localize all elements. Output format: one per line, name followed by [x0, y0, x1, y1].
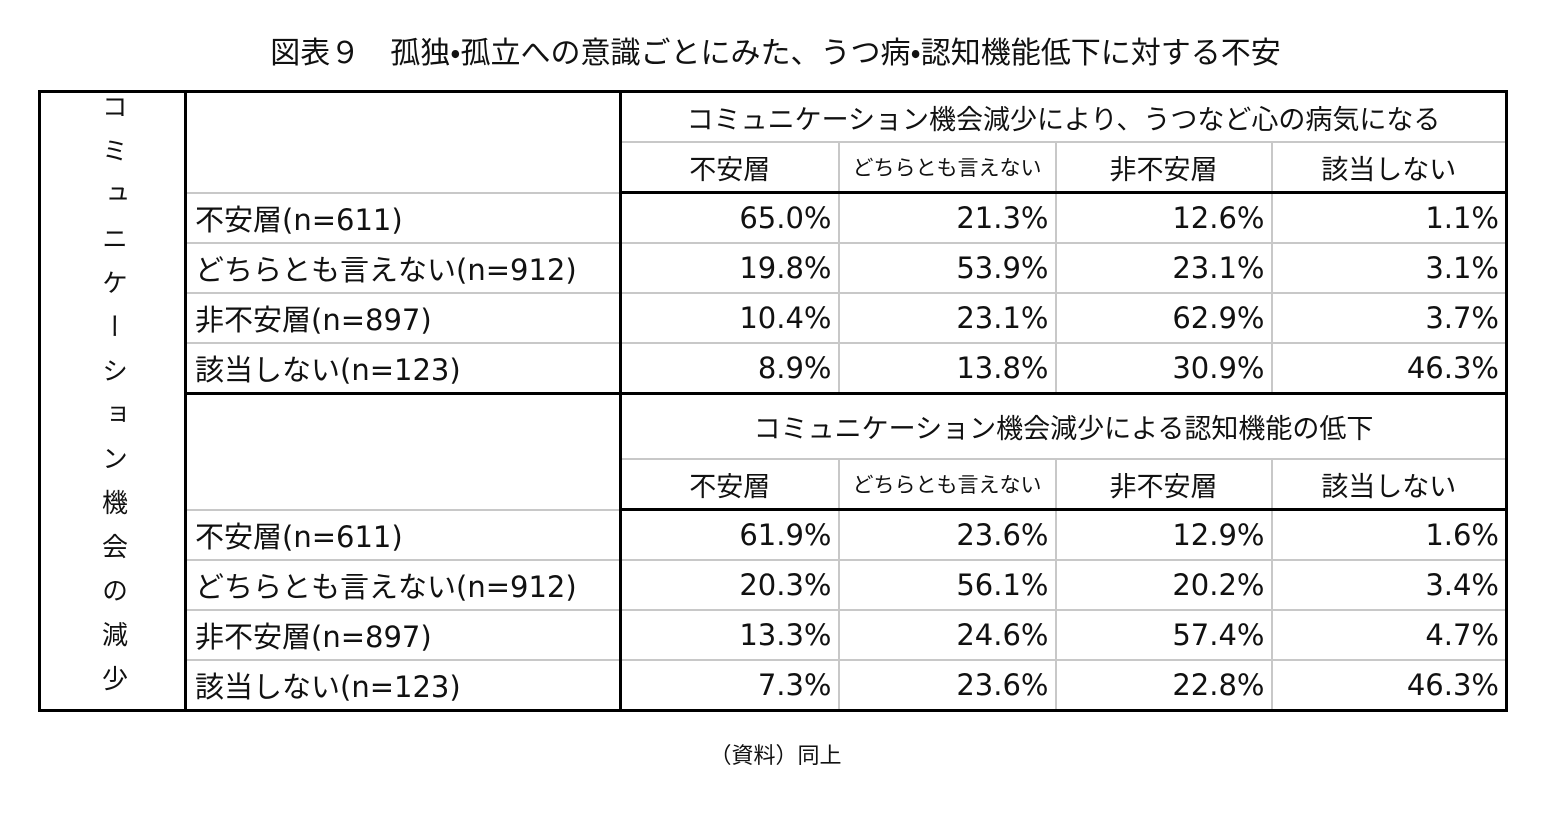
column-header: 該当しない [1270, 458, 1508, 511]
cell-value: 12.6% [1054, 191, 1273, 244]
block-heading: コミュニケーション機会減少による認知機能の低下 [619, 392, 1508, 460]
row-label: 該当しない(n=123) [184, 659, 622, 712]
row-label: どちらとも言えない(n=912) [184, 559, 622, 611]
cell-value: 1.6% [1270, 508, 1508, 561]
heading-row: コミュニケーション機会減少による認知機能の低下 [40, 392, 1508, 511]
column-header: どちらとも言えない [837, 141, 1057, 194]
cell-value: 23.1% [1054, 242, 1273, 294]
row-label: 不安層(n=611) [184, 191, 622, 244]
source-note: （資料）同上 [709, 744, 842, 769]
row-label: 該当しない(n=123) [184, 342, 622, 395]
data-row: 非不安層(n=897) 13.3% 24.6% 57.4% 4.7% [40, 609, 1508, 661]
cell-value: 21.3% [837, 191, 1057, 244]
cell-value: 23.6% [837, 659, 1057, 712]
column-header: 非不安層 [1054, 141, 1273, 194]
row-label: 非不安層(n=897) [184, 609, 622, 661]
cell-value: 3.4% [1270, 559, 1508, 611]
row-label: どちらとも言えない(n=912) [184, 242, 622, 294]
data-row: どちらとも言えない(n=912) 19.8% 53.9% 23.1% 3.1% [40, 242, 1508, 294]
cell-value: 23.1% [837, 292, 1057, 344]
cell-value: 12.9% [1054, 508, 1273, 561]
cell-value: 7.3% [619, 659, 840, 712]
cell-value: 53.9% [837, 242, 1057, 294]
cell-value: 8.9% [619, 342, 840, 395]
column-header: 非不安層 [1054, 458, 1273, 511]
cell-value: 30.9% [1054, 342, 1273, 395]
column-header: 該当しない [1270, 141, 1508, 194]
row-label: 不安層(n=611) [184, 508, 622, 561]
cell-value: 3.1% [1270, 242, 1508, 294]
empty-cell [184, 392, 622, 511]
cell-value: 56.1% [837, 559, 1057, 611]
cell-value: 10.4% [619, 292, 840, 344]
heading-row: コミュニケーション機会の減少による孤独・孤立への不安 コミュニケーション機会減少に… [38, 90, 1508, 712]
cell-value: 46.3% [1270, 342, 1508, 395]
cell-value: 20.2% [1054, 559, 1273, 611]
column-header-row: 不安層 どちらとも言えない 非不安層 該当しない [40, 458, 1508, 511]
cell-value: 24.6% [837, 609, 1057, 661]
data-row: どちらとも言えない(n=912) 20.3% 56.1% 20.2% 3.4% [40, 559, 1508, 611]
cell-value: 4.7% [1270, 609, 1508, 661]
cell-value: 46.3% [1270, 659, 1508, 712]
data-row: 不安層(n=611) 61.9% 23.6% 12.9% 1.6% [40, 508, 1508, 561]
cell-value: 13.8% [837, 342, 1057, 395]
block-heading: コミュニケーション機会減少により、うつなど心の病気になる [619, 90, 1508, 143]
cell-value: 62.9% [1054, 292, 1273, 344]
title: 図表９ 孤独・孤立への意識ごとにみた、うつ病・認知機能低下に対する不安 [270, 36, 1281, 71]
data-row: 不安層(n=611) 65.0% 21.3% 12.6% 1.1% [40, 191, 1508, 244]
cell-value: 13.3% [619, 609, 840, 661]
data-row: 該当しない(n=123) 7.3% 23.6% 22.8% 46.3% [40, 659, 1508, 712]
column-header: 不安層 [619, 458, 840, 511]
column-header: どちらとも言えない [837, 458, 1057, 511]
data-row: 該当しない(n=123) 8.9% 13.8% 30.9% 46.3% [40, 342, 1508, 395]
cell-value: 22.8% [1054, 659, 1273, 712]
side-label: コミュニケーション機会の減少による孤独・孤立への不安 [97, 93, 128, 711]
table: コミュニケーション機会の減少による孤独・孤立への不安 コミュニケーション機会減少に… [38, 90, 1508, 712]
cell-value: 57.4% [1054, 609, 1273, 661]
row-label: 非不安層(n=897) [184, 292, 622, 344]
empty-cell [184, 90, 622, 194]
cell-value: 3.7% [1270, 292, 1508, 344]
side-label-cell: コミュニケーション機会の減少による孤独・孤立への不安 [38, 90, 187, 712]
column-header-row: 不安層 どちらとも言えない 非不安層 該当しない [40, 141, 1508, 194]
column-header: 不安層 [619, 141, 840, 194]
data-row: 非不安層(n=897) 10.4% 23.1% 62.9% 3.7% [40, 292, 1508, 344]
cell-value: 61.9% [619, 508, 840, 561]
cell-value: 19.8% [619, 242, 840, 294]
cell-value: 65.0% [619, 191, 840, 244]
cell-value: 1.1% [1270, 191, 1508, 244]
cell-value: 23.6% [837, 508, 1057, 561]
cell-value: 20.3% [619, 559, 840, 611]
